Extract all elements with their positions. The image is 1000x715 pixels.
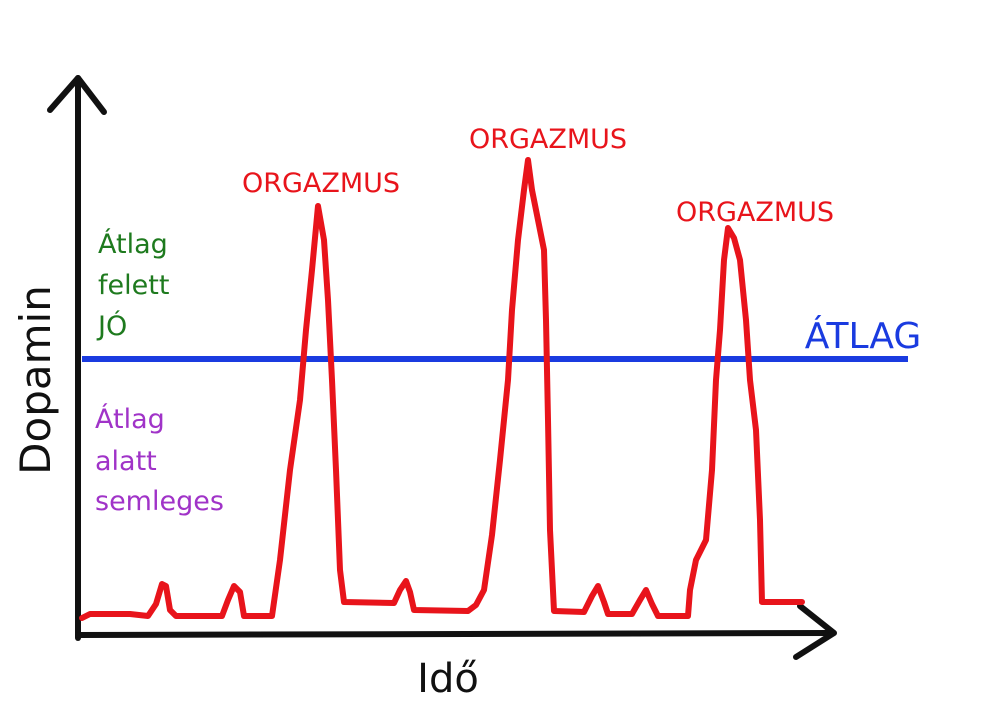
below-average-line-1: Átlag — [95, 403, 165, 435]
dopamine-curve — [79, 157, 805, 621]
above-average-line-1: Átlag — [98, 228, 168, 260]
below-average-label: Átlag alatt semleges — [95, 403, 224, 517]
peak-label-2: ORGAZMUS — [469, 124, 627, 155]
above-average-label: Átlag felett JÓ — [96, 228, 169, 342]
below-average-line-2: alatt — [95, 446, 157, 477]
above-average-line-3: JÓ — [96, 310, 127, 342]
x-axis-arrowhead — [793, 603, 837, 660]
peak-label-1: ORGAZMUS — [242, 168, 400, 199]
peak-label-3: ORGAZMUS — [676, 197, 834, 228]
y-axis-title: Dopamin — [11, 285, 60, 475]
x-axis — [75, 630, 835, 638]
axes — [47, 75, 837, 660]
below-average-line-3: semleges — [95, 486, 224, 517]
average-label: ÁTLAG — [805, 315, 922, 357]
x-axis-title: Idő — [417, 656, 479, 702]
above-average-line-2: felett — [98, 270, 169, 301]
y-axis-arrowhead — [47, 75, 107, 115]
